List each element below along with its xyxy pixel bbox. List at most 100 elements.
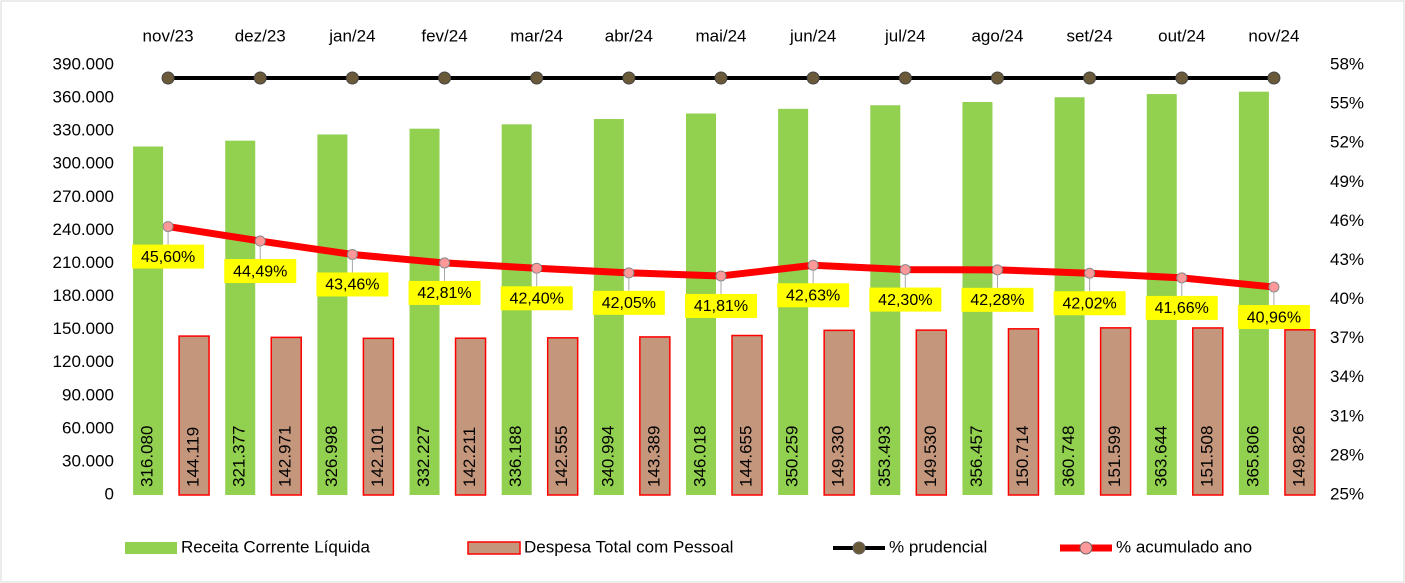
x-tick-label: abr/24 [605,26,653,45]
line-marker [898,71,912,85]
x-tick-label: mai/24 [695,26,746,45]
y-tick-label: 0 [105,484,114,503]
y2-tick-label: 55% [1330,94,1364,113]
data-label: 42,28% [970,292,1024,309]
y-tick-label: 210.000 [53,253,114,272]
y2-tick-label: 46% [1330,211,1364,230]
y-tick-label: 240.000 [53,220,114,239]
data-label-box [1053,291,1126,316]
bar-value-label: 365.806 [1243,426,1262,487]
data-label-box [132,244,205,269]
bar [1099,327,1132,496]
line-marker [623,267,635,279]
x-tick-label: ago/24 [971,26,1023,45]
bar [133,146,164,496]
line-marker [715,270,727,282]
bar [1238,91,1269,495]
bar-value-label: 356.457 [967,426,986,487]
y2-tick-label: 40% [1330,289,1364,308]
line-marker [438,71,452,85]
line-marker [161,71,175,85]
bar-value-label: 150.714 [1013,426,1032,487]
bar [639,336,671,496]
line-marker [162,221,174,233]
bar [270,336,302,496]
bar-value-label: 142.971 [276,426,295,487]
y-tick-label: 90.000 [62,385,114,404]
bar-value-label: 353.493 [875,426,894,487]
data-label: 43,46% [325,277,379,294]
x-tick-label: nov/23 [143,26,194,45]
line-marker [1268,281,1280,293]
legend-label: Despesa Total com Pessoal [524,537,733,556]
bar [362,337,395,496]
bar-value-label: 326.998 [322,426,341,487]
data-label-box [685,293,757,318]
x-tick-label: jun/24 [789,26,836,45]
bar-value-label: 151.599 [1105,426,1124,487]
bar-value-label: 149.530 [921,426,940,487]
bar [1146,94,1177,496]
data-label-box [592,290,665,315]
bar [454,337,487,496]
y2-tick-label: 34% [1330,367,1364,386]
bar-value-label: 144.655 [736,426,755,487]
y2-tick-label: 31% [1330,406,1364,425]
y2-tick-label: 28% [1330,445,1364,464]
bar-value-label: 149.826 [1289,426,1308,487]
x-tick-label: out/24 [1158,26,1205,45]
data-label: 40,96% [1247,309,1301,326]
y2-tick-label: 58% [1330,54,1364,73]
bar [225,140,256,495]
data-label: 42,30% [878,292,932,309]
bar-value-label: 144.119 [184,427,203,487]
line-marker [530,71,544,85]
bar [178,335,210,496]
bar [546,337,579,496]
bar-value-label: 142.211 [460,427,479,487]
y2-tick-label: 25% [1330,484,1364,503]
y-tick-label: 300.000 [53,154,114,173]
data-label-box [869,287,942,312]
bar-value-label: 350.259 [783,426,802,487]
data-label-box [408,280,481,305]
y2-tick-label: 43% [1330,250,1364,269]
y2-tick-label: 37% [1330,328,1364,347]
bar [317,134,348,495]
line-marker [1267,71,1281,85]
x-tick-label: jul/24 [884,26,926,45]
x-tick-label: set/24 [1066,26,1112,45]
bar-value-label: 363.644 [1151,426,1170,487]
data-label: 42,40% [510,290,564,307]
y-tick-label: 150.000 [53,319,114,338]
line-marker [1083,71,1097,85]
y-tick-label: 270.000 [53,187,114,206]
data-label-box [316,272,389,297]
data-label-box [224,259,297,284]
y-tick-label: 60.000 [62,418,114,437]
bar-value-label: 340.994 [598,426,617,487]
line-marker [1176,272,1188,284]
bar [731,334,763,496]
y2-tick-label: 52% [1330,133,1364,152]
data-label: 42,63% [786,287,840,304]
line-marker [254,235,266,247]
data-label-box [777,283,850,308]
line-marker [714,71,728,85]
bar-value-label: 151.508 [1197,426,1216,487]
bar [1007,328,1040,496]
line-marker [439,257,451,269]
bar [1192,327,1224,496]
legend-swatch [467,541,521,555]
legend-label: % prudencial [889,537,987,556]
bar [409,128,440,496]
y-tick-label: 330.000 [53,121,114,140]
line-marker [1175,71,1189,85]
line-marker [990,71,1004,85]
data-label: 45,60% [141,249,195,266]
line-marker [346,248,358,260]
line-marker [622,71,636,85]
line-marker [899,264,911,276]
data-label-box [1145,295,1218,320]
